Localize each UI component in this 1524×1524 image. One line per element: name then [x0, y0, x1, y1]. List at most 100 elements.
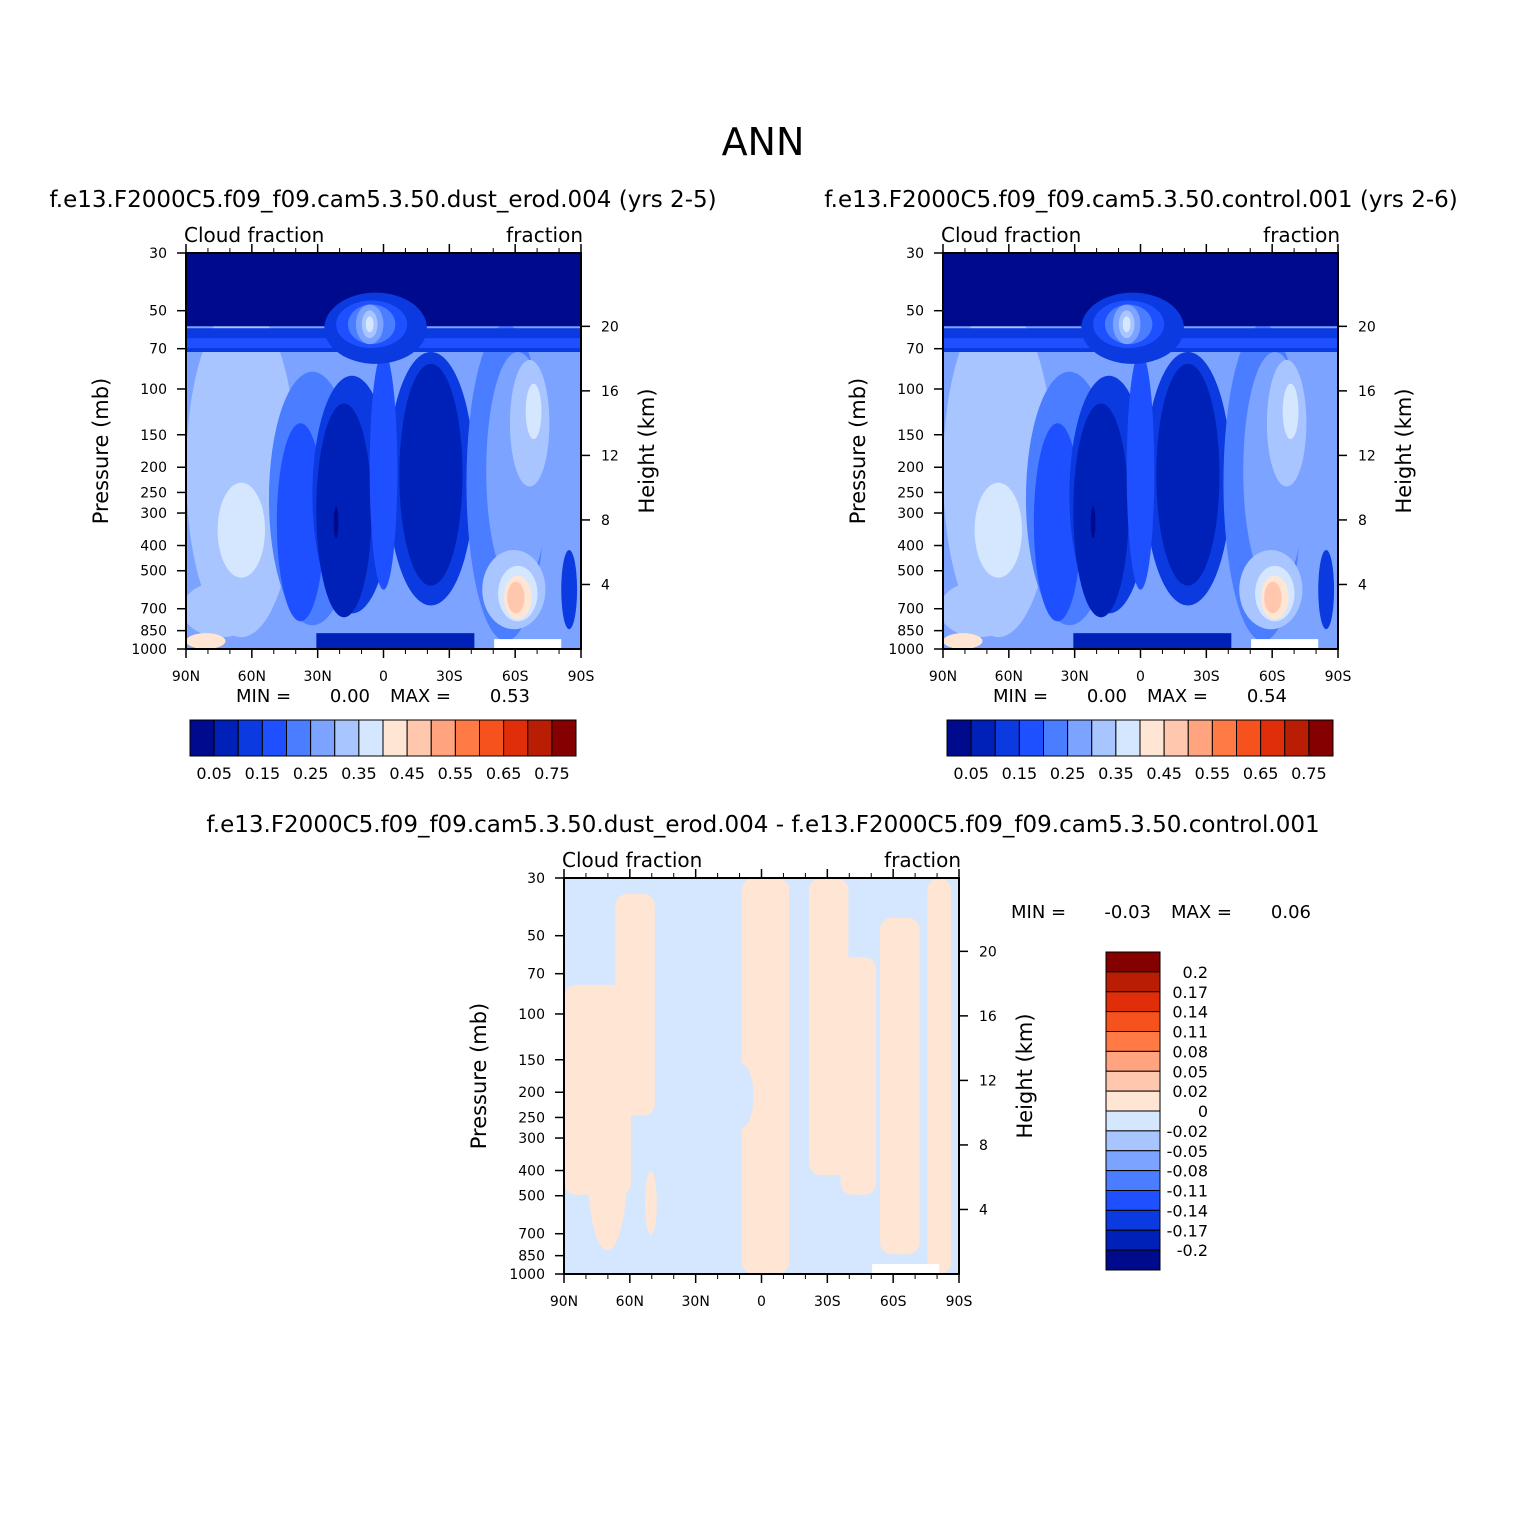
colorbar-label: 0.25: [1050, 764, 1086, 783]
contour-region: [1156, 363, 1220, 586]
colorbar-box: [1260, 719, 1286, 757]
contour-region: [1264, 581, 1282, 614]
contour-region: [365, 316, 374, 333]
contour-region: [943, 633, 983, 649]
colorbar-label: 0.17: [1172, 983, 1208, 1002]
contour-region: [186, 633, 226, 649]
contour-region: [943, 581, 1019, 638]
colorbar-box: [1105, 1090, 1161, 1112]
figure-title: ANN: [722, 120, 805, 164]
colorbar-box: [261, 719, 287, 757]
contour-region: [369, 352, 398, 590]
colorbar-box: [1091, 719, 1117, 757]
x-tick-label: 90S: [568, 669, 595, 685]
x-tick-label: 0: [757, 1294, 766, 1310]
y2-tick-label: 12: [1358, 448, 1376, 464]
left-string: Cloud fraction: [184, 223, 324, 247]
y-tick-label: 250: [897, 485, 924, 501]
colorbar-box: [551, 719, 577, 757]
colorbar-box: [1139, 719, 1165, 757]
y2-tick-label: 16: [601, 384, 619, 400]
contour-region: [507, 581, 525, 614]
contour-region: [587, 1091, 628, 1251]
y-axis-title: Pressure (mb): [467, 1003, 491, 1150]
y2-tick-label: 4: [1358, 577, 1367, 593]
y-tick-label: 250: [140, 485, 167, 501]
y-tick-label: 700: [897, 602, 924, 618]
colorbar-box: [994, 719, 1020, 757]
colorbar: 0.05 0.15 0.25 0.35 0.45 0.55 0.65 0.75: [946, 719, 1334, 783]
right-string: fraction: [1263, 223, 1340, 247]
y2-tick-label: 8: [601, 513, 610, 529]
y-tick-label: 400: [897, 539, 924, 555]
y-tick-label: 200: [518, 1085, 545, 1101]
y2-tick-label: 20: [1358, 319, 1376, 335]
x-tick-label: 60S: [1259, 669, 1286, 685]
left-string: Cloud fraction: [562, 848, 702, 872]
right-string: fraction: [506, 223, 583, 247]
contour-region: [316, 403, 372, 618]
min-label: MIN =: [1011, 902, 1066, 923]
colorbar-box: [382, 719, 408, 757]
x-tick-label: 30N: [304, 669, 332, 685]
panel-bottom: f.e13.F2000C5.f09_f09.cam5.3.50.dust_ero…: [206, 812, 1319, 1310]
missing-data-region: [872, 1264, 940, 1274]
y-tick-label: 100: [518, 1007, 545, 1023]
x-tick-label: 60S: [502, 669, 529, 685]
colorbar: 0.05 0.15 0.25 0.35 0.45 0.55 0.65 0.75: [189, 719, 577, 783]
y-tick-label: 400: [140, 539, 167, 555]
y-tick-label: 400: [518, 1164, 545, 1180]
colorbar-box: [1308, 719, 1334, 757]
colorbar-box: [1043, 719, 1069, 757]
panel-top-left: f.e13.F2000C5.f09_f09.cam5.3.50.dust_ero…: [49, 187, 716, 783]
colorbar-label: 0.35: [1098, 764, 1134, 783]
colorbar-box: [1105, 971, 1161, 993]
y-tick-label: 500: [897, 564, 924, 580]
contour-region: [729, 1064, 754, 1128]
colorbar-label: -0.08: [1167, 1162, 1208, 1181]
x-tick-label: 60N: [238, 669, 266, 685]
max-label: MAX =: [1147, 686, 1208, 707]
contour-region: [186, 304, 297, 638]
x-tick-label: 60S: [880, 1294, 907, 1310]
colorbar-label: 0.08: [1172, 1042, 1208, 1061]
panel-title: f.e13.F2000C5.f09_f09.cam5.3.50.control.…: [824, 187, 1458, 213]
contour-region: [1033, 423, 1082, 622]
x-tick-label: 0: [379, 669, 388, 685]
colorbar-box: [503, 719, 529, 757]
y-tick-label: 300: [140, 506, 167, 522]
colorbar-label: -0.2: [1177, 1241, 1208, 1260]
colorbar-label: 0.02: [1172, 1082, 1208, 1101]
contour-region: [615, 893, 655, 1116]
y-tick-label: 1000: [131, 642, 167, 658]
contour-region: [1122, 316, 1131, 333]
colorbar-box: [527, 719, 553, 757]
x-tick-label: 60N: [616, 1294, 644, 1310]
colorbar-box: [1236, 719, 1262, 757]
y-tick-label: 100: [897, 382, 924, 398]
colorbar-box: [286, 719, 312, 757]
contour-region: [333, 506, 339, 539]
contour-region: [1318, 550, 1335, 630]
x-tick-label: 90S: [946, 1294, 973, 1310]
colorbar-label: 0.15: [1002, 764, 1038, 783]
colorbar-label: -0.11: [1167, 1182, 1208, 1201]
colorbar-box: [1105, 1031, 1161, 1052]
x-tick-label: 30S: [814, 1294, 841, 1310]
colorbar-label: -0.05: [1167, 1142, 1208, 1161]
contour-region: [1073, 633, 1232, 649]
y-tick-label: 150: [140, 428, 167, 444]
colorbar-box: [430, 719, 456, 757]
colorbar-box: [406, 719, 432, 757]
y-tick-label: 50: [149, 304, 167, 320]
y2-tick-label: 20: [601, 319, 619, 335]
colorbar-box: [1115, 719, 1141, 757]
y-tick-label: 1000: [888, 642, 924, 658]
colorbar-box: [1018, 719, 1044, 757]
colorbar-label: 0.05: [196, 764, 232, 783]
colorbar-box: [946, 719, 972, 757]
x-tick-label: 90N: [550, 1294, 578, 1310]
colorbar-box: [358, 719, 384, 757]
colorbar-box: [1105, 1249, 1161, 1271]
